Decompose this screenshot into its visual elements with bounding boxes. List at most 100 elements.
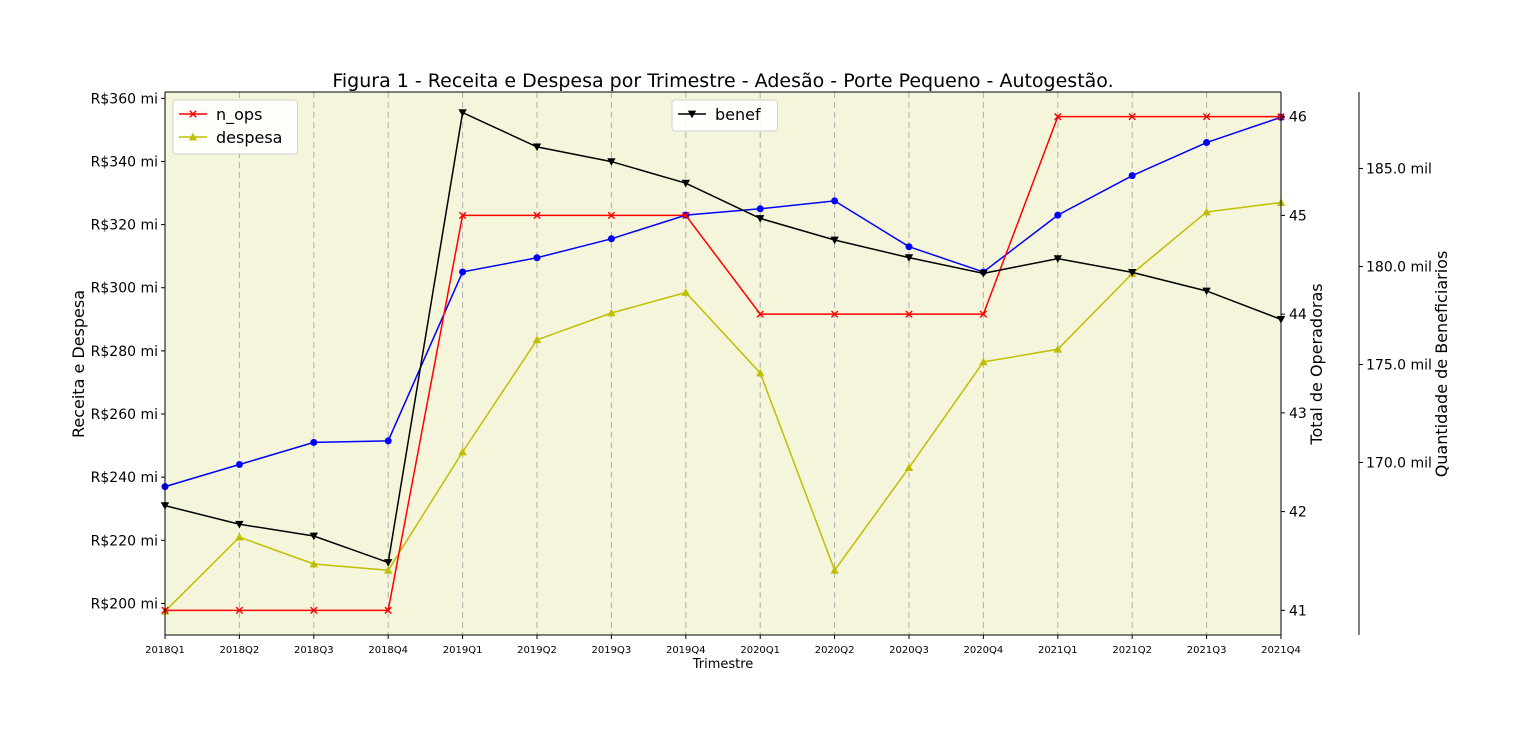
left-y-tick-label: R$200 mi [91,596,158,612]
data-point-receita [310,438,318,446]
series-layer [160,109,1286,615]
x-tick-label: 2019Q1 [443,645,483,656]
left-axis-label: Receita e Despesa [69,290,88,438]
data-point-n_ops [1054,112,1062,121]
left-y-tick-label: R$360 mi [91,91,158,107]
right-y-tick-label: 46 [1289,110,1307,126]
x-tick-label: 2020Q3 [889,645,929,656]
data-point-despesa [681,288,690,296]
data-point-receita [831,197,839,205]
legend-label-n_ops: n_ops [216,105,262,125]
data-point-despesa [1202,207,1211,216]
x-tick-label: 2021Q1 [1038,645,1078,656]
data-point-despesa [532,335,542,344]
data-point-receita [459,268,467,276]
data-point-receita [1203,139,1211,147]
data-point-n_ops [1128,112,1136,121]
data-point-n_ops [830,310,839,318]
left-y-tick-label: R$240 mi [91,470,158,486]
data-point-benef [904,254,914,262]
legend-entry-benef: benef [678,105,761,124]
data-point-despesa [458,447,467,456]
data-point-n_ops [235,606,244,615]
data-point-n_ops [979,310,988,318]
right-y-tick-label: 42 [1289,505,1307,521]
x-tick-label: 2021Q4 [1261,645,1301,656]
legend-marker-despesa [188,132,198,141]
x-axis-label: Trimestre [692,657,754,672]
chart-title: Figura 1 - Receita e Despesa por Trimest… [332,70,1113,92]
data-point-n_ops [607,211,616,220]
data-point-n_ops [756,310,764,318]
left-y-tick-label: R$220 mi [91,533,158,549]
series-line-benef [164,111,1282,564]
data-point-benef [830,236,839,245]
data-point-despesa [830,566,839,574]
data-point-n_ops [533,211,541,220]
x-tick-label: 2018Q3 [294,645,334,656]
data-point-benef [756,215,765,223]
data-point-despesa [607,308,616,317]
x-tick-label: 2020Q1 [740,645,780,656]
third-y-tick-label: 180.0 mil [1366,259,1432,275]
data-point-receita [384,437,392,445]
third-y-tick-label: 185.0 mil [1366,161,1432,177]
data-point-n_ops [905,310,913,318]
right-axis-label-operadoras: Total de Operadoras [1307,283,1326,445]
x-tick-label: 2019Q2 [517,645,557,656]
data-point-despesa [235,532,244,541]
data-point-receita [533,254,541,262]
data-point-benef [532,143,542,152]
data-point-n_ops [458,211,467,220]
data-point-benef [979,269,988,278]
data-point-benef [681,179,690,188]
data-point-receita [235,461,243,469]
data-point-n_ops [384,606,392,615]
right-y-tick-label: 44 [1289,307,1307,323]
grid-layer [238,92,1208,635]
legend-marker-n_ops [189,110,197,118]
data-point-benef [235,520,244,529]
data-point-despesa [309,559,318,568]
data-point-receita [1054,211,1062,219]
data-point-despesa [756,368,765,377]
x-tick-label: 2021Q3 [1187,645,1227,656]
data-point-receita [1128,172,1136,180]
legend-upper-center: benef [671,99,778,132]
legend-box [671,99,778,132]
data-point-benef [1128,268,1137,277]
data-point-despesa [1053,345,1062,353]
x-tick-label: 2020Q4 [964,645,1004,656]
right-y-tick-label: 43 [1289,406,1307,422]
series-line-despesa [164,201,1282,612]
data-point-benef [309,532,318,541]
data-point-benef [384,559,393,567]
left-y-tick-label: R$300 mi [91,281,158,297]
data-point-receita [756,205,764,213]
series-benef [160,109,1286,567]
x-tick-label: 2018Q2 [220,645,260,656]
left-y-tick-label: R$280 mi [91,344,158,360]
x-tick-label: 2019Q4 [666,645,706,656]
data-point-n_ops [682,211,690,220]
data-point-benef [1053,255,1062,263]
right-y-tick-label: 41 [1289,603,1307,619]
left-y-tick-label: R$260 mi [91,407,158,423]
series-line-receita [164,116,1282,488]
right-y-tick-label: 45 [1289,208,1307,224]
data-point-n_ops [310,606,318,615]
x-tick-label: 2018Q4 [368,645,408,656]
series-line-n_ops [165,115,1281,612]
x-tick-label: 2020Q2 [815,645,855,656]
data-point-benef [607,158,616,166]
plot-frame [164,91,1360,636]
x-tick-label: 2019Q3 [592,645,632,656]
legend-entry-despesa: despesa [179,128,282,147]
axis-layer: 2018Q1 2018Q2 2018Q3 2018Q4 2019Q1 2019Q2 2019… [91,91,1432,656]
data-point-n_ops [1202,112,1211,121]
third-y-tick-label: 175.0 mil [1366,357,1432,373]
series-despesa [160,198,1286,615]
